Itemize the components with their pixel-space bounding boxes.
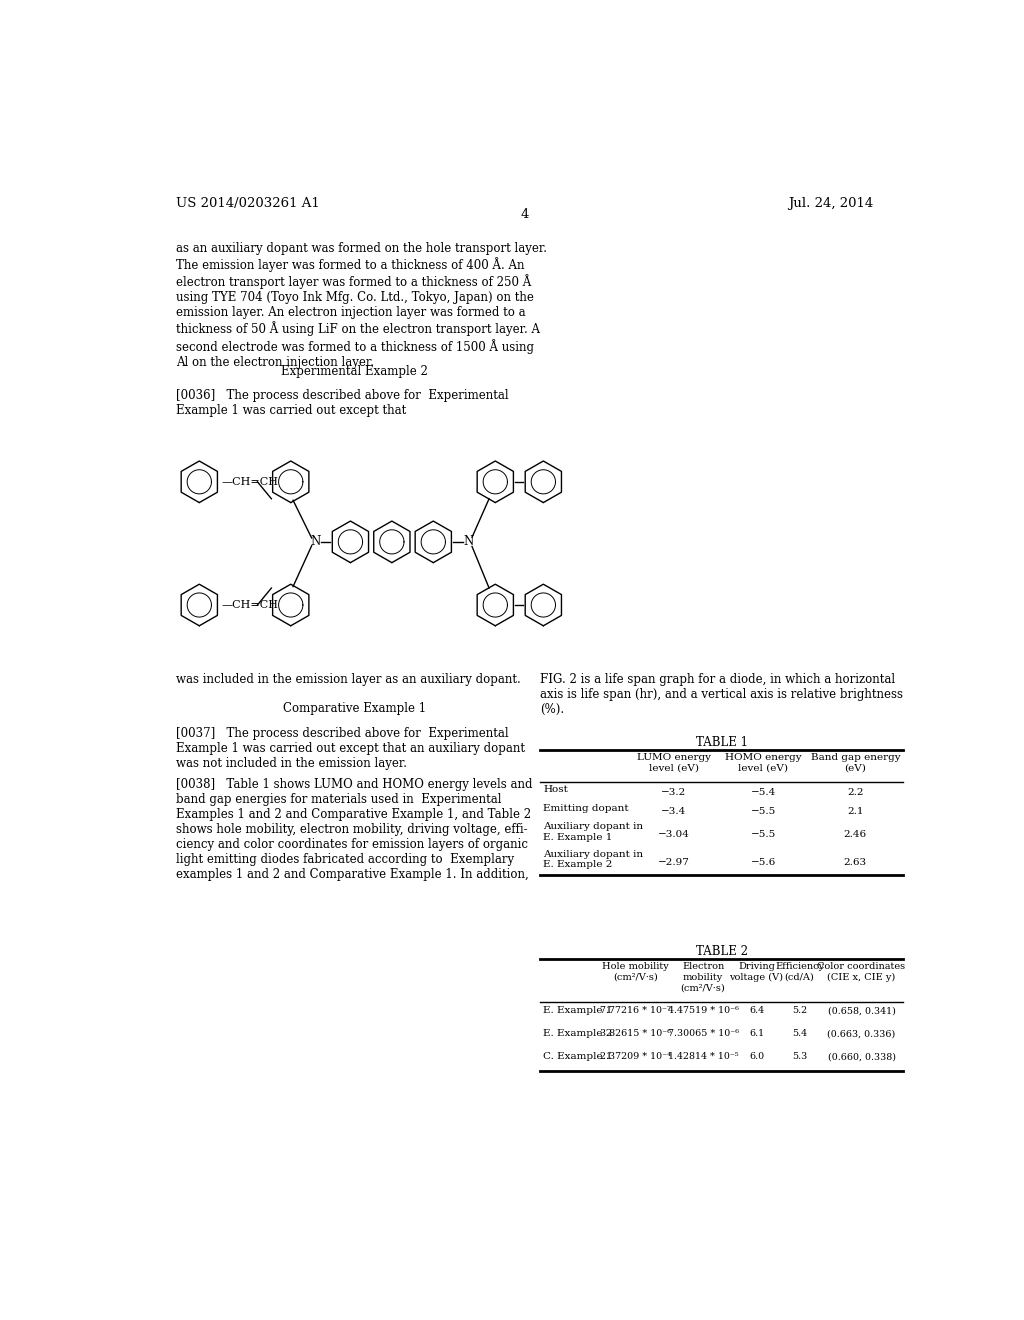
Text: Comparative Example 1: Comparative Example 1 xyxy=(283,702,426,715)
Text: TABLE 2: TABLE 2 xyxy=(695,945,748,958)
Text: 2.1: 2.1 xyxy=(847,807,863,816)
Text: was included in the emission layer as an auxiliary dopant.: was included in the emission layer as an… xyxy=(176,673,521,686)
Text: Driving
voltage (V): Driving voltage (V) xyxy=(729,962,783,982)
Text: −5.6: −5.6 xyxy=(751,858,776,866)
Text: Efficiency
(cd/A): Efficiency (cd/A) xyxy=(775,962,824,982)
Text: −3.2: −3.2 xyxy=(662,788,687,797)
Text: as an auxiliary dopant was formed on the hole transport layer.
The emission laye: as an auxiliary dopant was formed on the… xyxy=(176,242,547,368)
Text: Hole mobility
(cm²/V·s): Hole mobility (cm²/V·s) xyxy=(602,962,669,982)
Text: 5.2: 5.2 xyxy=(792,1006,807,1015)
Text: −5.4: −5.4 xyxy=(751,788,776,797)
Text: 7.77216 * 10⁻⁷: 7.77216 * 10⁻⁷ xyxy=(600,1006,671,1015)
Text: 1.42814 * 10⁻⁵: 1.42814 * 10⁻⁵ xyxy=(668,1052,738,1061)
Text: −5.5: −5.5 xyxy=(751,830,776,838)
Text: [0038]   Table 1 shows LUMO and HOMO energy levels and
band gap energies for mat: [0038] Table 1 shows LUMO and HOMO energ… xyxy=(176,779,532,882)
Text: −3.4: −3.4 xyxy=(662,807,687,816)
Text: Band gap energy
(eV): Band gap energy (eV) xyxy=(811,752,900,772)
Text: US 2014/0203261 A1: US 2014/0203261 A1 xyxy=(176,197,319,210)
Text: (0.658, 0.341): (0.658, 0.341) xyxy=(827,1006,895,1015)
Text: 6.1: 6.1 xyxy=(749,1030,764,1039)
Text: LUMO energy
level (eV): LUMO energy level (eV) xyxy=(637,752,711,772)
Text: 2.37209 * 10⁻⁴: 2.37209 * 10⁻⁴ xyxy=(600,1052,671,1061)
Text: [0036]   The process described above for  Experimental
Example 1 was carried out: [0036] The process described above for E… xyxy=(176,389,509,417)
Text: 2.63: 2.63 xyxy=(844,858,867,866)
Text: 5.4: 5.4 xyxy=(792,1030,807,1039)
Text: Electron
mobility
(cm²/V·s): Electron mobility (cm²/V·s) xyxy=(681,962,725,993)
Text: FIG. 2 is a life span graph for a diode, in which a horizontal
axis is life span: FIG. 2 is a life span graph for a diode,… xyxy=(541,673,903,715)
Text: 3.82615 * 10⁻⁶: 3.82615 * 10⁻⁶ xyxy=(600,1030,671,1039)
Text: —CH=CH: —CH=CH xyxy=(222,477,279,487)
Text: −5.5: −5.5 xyxy=(751,807,776,816)
Text: Emitting dopant: Emitting dopant xyxy=(544,804,629,813)
Text: Auxiliary dopant in
E. Example 2: Auxiliary dopant in E. Example 2 xyxy=(544,850,643,870)
Text: Experimental Example 2: Experimental Example 2 xyxy=(281,364,428,378)
Text: (0.660, 0.338): (0.660, 0.338) xyxy=(827,1052,896,1061)
Text: 5.3: 5.3 xyxy=(792,1052,807,1061)
Text: HOMO energy
level (eV): HOMO energy level (eV) xyxy=(725,752,802,772)
Text: 2.46: 2.46 xyxy=(844,830,867,838)
Text: C. Example 1: C. Example 1 xyxy=(544,1052,613,1061)
Text: Color coordinates
(CIE x, CIE y): Color coordinates (CIE x, CIE y) xyxy=(817,962,905,982)
Text: [0037]   The process described above for  Experimental
Example 1 was carried out: [0037] The process described above for E… xyxy=(176,726,525,770)
Text: −2.97: −2.97 xyxy=(658,858,690,866)
Text: E. Example 1: E. Example 1 xyxy=(544,1006,612,1015)
Text: 6.4: 6.4 xyxy=(749,1006,764,1015)
Text: —CH=CH: —CH=CH xyxy=(222,601,279,610)
Text: 4.47519 * 10⁻⁶: 4.47519 * 10⁻⁶ xyxy=(668,1006,738,1015)
Text: −3.04: −3.04 xyxy=(658,830,690,838)
Text: 2.2: 2.2 xyxy=(847,788,863,797)
Text: (0.663, 0.336): (0.663, 0.336) xyxy=(827,1030,896,1039)
Text: 4: 4 xyxy=(520,209,529,222)
Text: 6.0: 6.0 xyxy=(749,1052,764,1061)
Text: N: N xyxy=(310,536,321,548)
Text: E. Example 2: E. Example 2 xyxy=(544,1030,612,1039)
Text: N: N xyxy=(463,536,473,548)
Text: Host: Host xyxy=(544,785,568,795)
Text: TABLE 1: TABLE 1 xyxy=(695,737,748,748)
Text: 7.30065 * 10⁻⁶: 7.30065 * 10⁻⁶ xyxy=(668,1030,738,1039)
Text: Auxiliary dopant in
E. Example 1: Auxiliary dopant in E. Example 1 xyxy=(544,822,643,842)
Text: Jul. 24, 2014: Jul. 24, 2014 xyxy=(788,197,873,210)
